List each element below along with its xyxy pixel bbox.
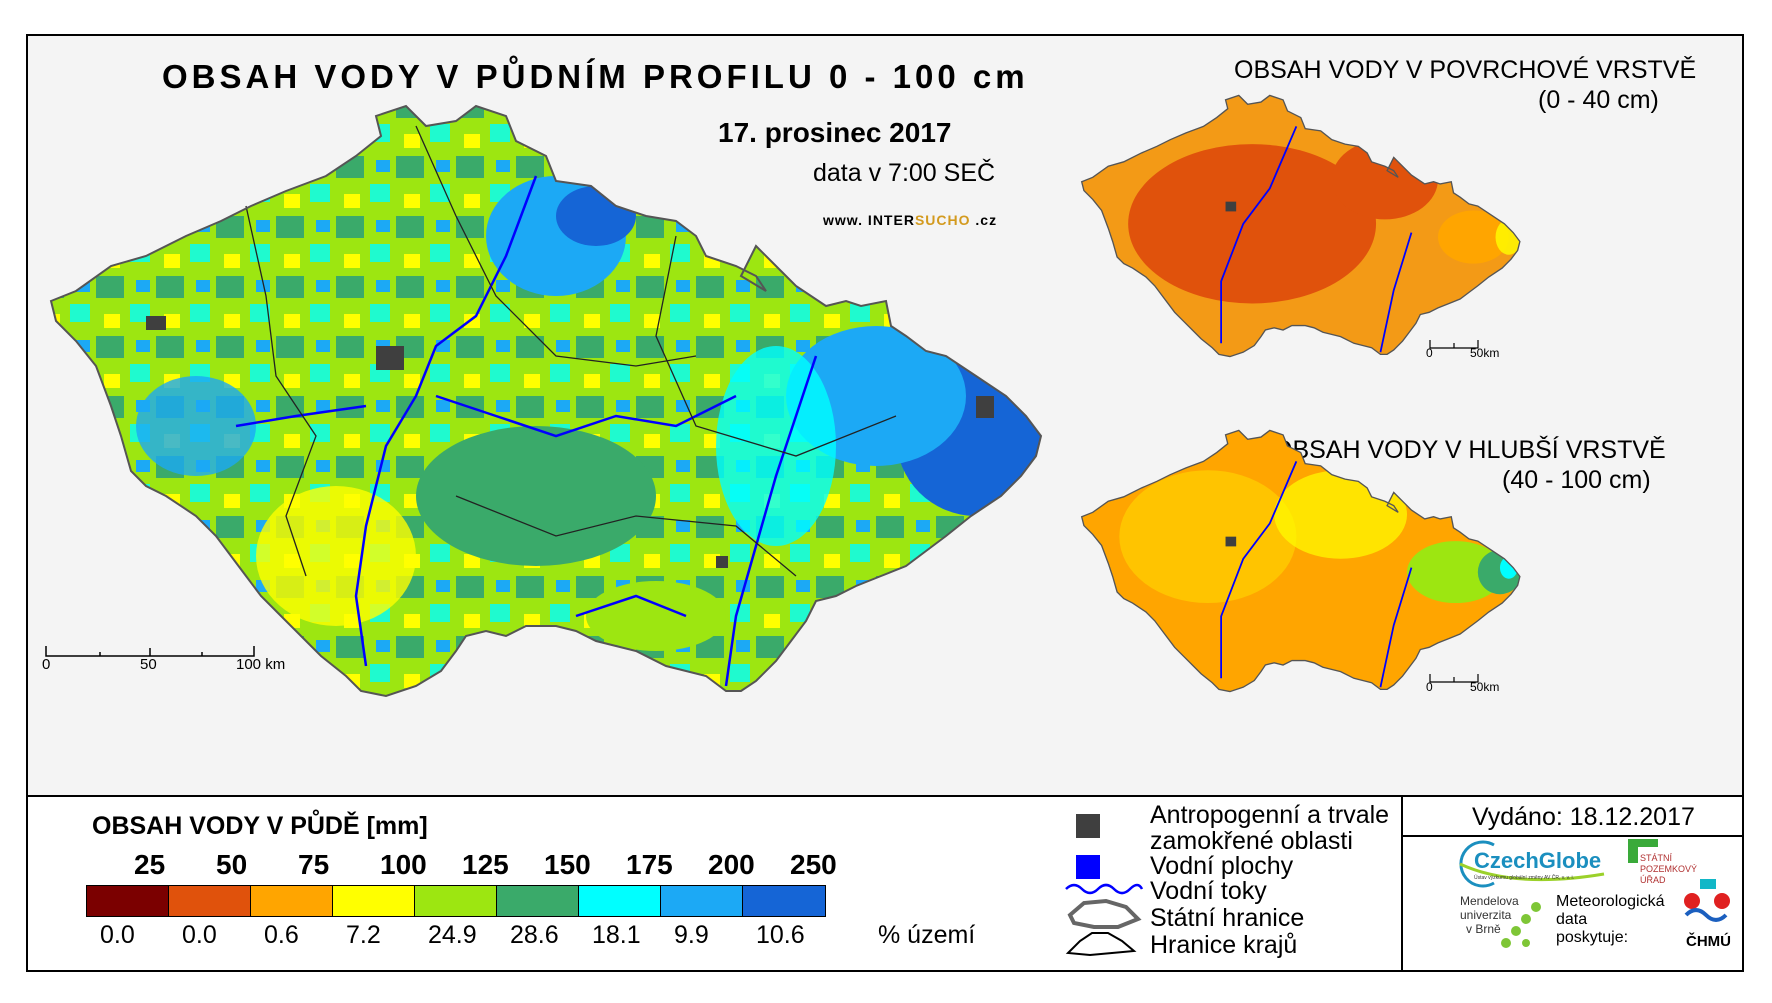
water-area-swatch bbox=[1076, 855, 1100, 879]
legend-swatch-8 bbox=[743, 886, 825, 916]
issued-divider bbox=[1401, 835, 1742, 837]
legend-percentage-3: 7.2 bbox=[346, 921, 381, 949]
meteo-label-2: data bbox=[1556, 911, 1588, 928]
legend-swatch-1 bbox=[169, 886, 251, 916]
intersucho-url: www. INTERSUCHO .cz bbox=[823, 212, 997, 228]
legend-swatch-2 bbox=[251, 886, 333, 916]
legend-threshold-2: 75 bbox=[298, 849, 330, 880]
deep-map-title: OBSAH VODY V HLUBŠÍ VRSTVĚ bbox=[1273, 436, 1666, 464]
legend-percentage-0: 0.0 bbox=[100, 921, 135, 949]
legend-threshold-1: 50 bbox=[216, 849, 248, 880]
river-symbol bbox=[1065, 883, 1144, 895]
meteo-label-1: Meteorologická bbox=[1556, 893, 1665, 910]
surface-scale-50: 50km bbox=[1470, 346, 1500, 360]
spu-logo-2: POZEMKOVÝ bbox=[1640, 864, 1698, 874]
czechglobe-logo-icon bbox=[1459, 840, 1605, 888]
main-map-time: data v 7:00 SEČ bbox=[813, 159, 996, 187]
logo-divider bbox=[1401, 797, 1403, 970]
legend-swatch-3 bbox=[333, 886, 415, 916]
antropogenic-swatch bbox=[1076, 814, 1100, 838]
legend-threshold-6: 175 bbox=[626, 849, 673, 880]
legend-percentage-6: 18.1 bbox=[592, 921, 641, 949]
surface-map bbox=[1081, 94, 1521, 358]
surface-scale-0: 0 bbox=[1426, 346, 1433, 360]
legend-swatch-6 bbox=[579, 886, 661, 916]
legend-threshold-7: 200 bbox=[708, 849, 755, 880]
divider-line bbox=[28, 795, 1742, 797]
rivers-label: Vodní toky bbox=[1150, 877, 1267, 905]
deep-map-range: (40 - 100 cm) bbox=[1502, 466, 1651, 494]
mendelu-logo-icon bbox=[1501, 902, 1541, 948]
mendelu-logo-2: univerzita bbox=[1460, 908, 1512, 922]
legend-threshold-4: 125 bbox=[462, 849, 509, 880]
main-map-title: OBSAH VODY V PŮDNÍM PROFILU 0 - 100 cm bbox=[162, 58, 1029, 95]
water-areas-label: Vodní plochy bbox=[1150, 852, 1294, 880]
main-scale-100: 100 km bbox=[236, 656, 286, 673]
legend-title: OBSAH VODY V PŮDĚ [mm] bbox=[92, 812, 428, 840]
legend-threshold-5: 150 bbox=[544, 849, 591, 880]
legend-threshold-3: 100 bbox=[380, 849, 427, 880]
legend-percentage-2: 0.6 bbox=[264, 921, 299, 949]
deep-scale-0: 0 bbox=[1426, 680, 1433, 694]
legend-percentage-7: 9.9 bbox=[674, 921, 709, 949]
spu-logo-1: STÁTNÍ bbox=[1640, 853, 1673, 863]
czechglobe-subtitle: Ústav výzkumu globální změny AV ČR, v. v… bbox=[1474, 875, 1575, 881]
main-scale-50: 50 bbox=[140, 656, 157, 673]
legend-percentage-8: 10.6 bbox=[756, 921, 805, 949]
legend-percentage-1: 0.0 bbox=[182, 921, 217, 949]
url-highlight: SUCHO bbox=[914, 212, 971, 228]
legend-percent-unit: % území bbox=[878, 921, 976, 949]
chmu-logo: ČHMÚ bbox=[1686, 933, 1731, 950]
map-frame: OBSAH VODY V PŮDNÍM PROFILU 0 - 100 cm 1… bbox=[26, 34, 1744, 972]
main-map bbox=[50, 105, 1042, 697]
surface-map-range: (0 - 40 cm) bbox=[1538, 86, 1659, 114]
deep-map bbox=[1081, 429, 1521, 693]
spu-logo-icon bbox=[1628, 839, 1658, 863]
region-border-symbol bbox=[1065, 932, 1137, 957]
legend-swatch-7 bbox=[661, 886, 743, 916]
url-prefix: www. INTER bbox=[823, 212, 915, 228]
meteo-label-3: poskytuje: bbox=[1556, 929, 1629, 946]
mendelu-logo-3: v Brně bbox=[1466, 922, 1501, 936]
legend-percentage-5: 28.6 bbox=[510, 921, 559, 949]
surface-map-title: OBSAH VODY V POVRCHOVÉ VRSTVĚ bbox=[1234, 56, 1697, 84]
main-scale-0: 0 bbox=[42, 656, 51, 673]
main-map-date: 17. prosinec 2017 bbox=[718, 117, 952, 148]
chmu-logo-icon bbox=[1684, 879, 1730, 922]
legend-panel: OBSAH VODY V PŮDĚ [mm] 25 50 75 100 125 150 17… bbox=[28, 797, 1742, 970]
url-suffix: .cz bbox=[970, 212, 998, 228]
region-border-label: Hranice krajů bbox=[1150, 931, 1298, 959]
surface-scale-bar bbox=[1429, 340, 1479, 349]
issued-date: Vydáno: 18.12.2017 bbox=[1472, 803, 1695, 831]
legend-threshold-8: 250 bbox=[790, 849, 837, 880]
spu-logo-3: ÚŘAD bbox=[1640, 875, 1666, 885]
legend-percentage-4: 24.9 bbox=[428, 921, 477, 949]
deep-scale-50: 50km bbox=[1470, 680, 1500, 694]
legend-swatch-5 bbox=[497, 886, 579, 916]
czechglobe-logo: CzechGlobe bbox=[1474, 848, 1602, 873]
legend-swatch-4 bbox=[415, 886, 497, 916]
antropogenic-label-2: zamokřené oblasti bbox=[1150, 827, 1353, 855]
deep-scale-bar bbox=[1429, 674, 1479, 683]
main-scale-bar bbox=[45, 646, 255, 657]
legend-swatch-0 bbox=[87, 886, 169, 916]
state-border-symbol bbox=[1067, 898, 1142, 929]
legend-threshold-0: 25 bbox=[134, 849, 166, 880]
mendelu-logo-1: Mendelova bbox=[1460, 894, 1519, 908]
antropogenic-label-1: Antropogenní a trvale bbox=[1150, 801, 1390, 829]
state-border-label: Státní hranice bbox=[1150, 904, 1305, 932]
legend-color-bar bbox=[86, 885, 826, 917]
